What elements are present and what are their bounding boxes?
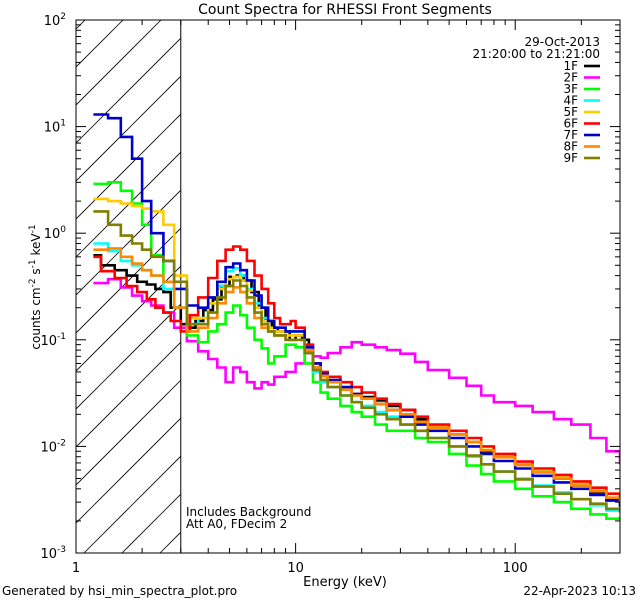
y-tick-label: 10-1	[40, 332, 66, 349]
axis-ticks: 1 10 100 102 101 100 10-1 10-2 10-3	[40, 12, 621, 576]
y-axis-label: counts cm-2 s-1 keV-1	[28, 224, 43, 349]
legend-label-1f: 1F	[563, 59, 578, 73]
legend-label-2f: 2F	[563, 71, 578, 85]
series-line-7f	[93, 113, 620, 507]
legend-label-7f: 7F	[563, 128, 578, 142]
chart-title: Count Spectra for RHESSI Front Segments	[198, 2, 492, 18]
hatch-line	[76, 20, 162, 106]
series-line-6f	[93, 245, 620, 500]
y-tick-label: 10-2	[40, 438, 66, 455]
footer-date: 22-Apr-2023 10:13	[523, 584, 636, 598]
y-tick-label: 100	[44, 225, 67, 242]
hatch-line	[76, 20, 86, 30]
series-line-9f	[93, 210, 620, 513]
annotation-background: Includes Background	[186, 505, 311, 519]
hatch-line	[76, 189, 181, 296]
plot-frame	[75, 19, 621, 554]
hatch-line	[76, 379, 181, 486]
annotation-attenuator: Att A0, FDecim 2	[186, 517, 287, 531]
background-hatched-region	[76, 0, 640, 553]
y-tick-label: 102	[44, 12, 66, 29]
series-line-8f	[93, 247, 620, 503]
y-tick-label: 10-3	[40, 545, 66, 562]
x-axis-label: Energy (keV)	[303, 575, 387, 590]
hatch-line	[76, 227, 181, 334]
hatch-line	[121, 493, 181, 553]
hatch-line	[76, 37, 181, 144]
legend-label-8f: 8F	[563, 140, 578, 154]
x-tick-label: 1	[72, 561, 80, 576]
series-line-5f	[93, 197, 620, 500]
hatch-line	[76, 417, 181, 524]
y-tick-label: 101	[44, 119, 66, 136]
date-label: 29-Oct-2013	[524, 35, 600, 49]
hatch-line	[274, 0, 640, 553]
x-tick-label: 10	[287, 561, 304, 576]
legend-label-6f: 6F	[563, 117, 578, 131]
time-range-label: 21:20:00 to 21:21:00	[473, 47, 600, 61]
hatch-line	[83, 455, 181, 553]
footer-generated-by: Generated by hsi_min_spectra_plot.pro	[2, 584, 237, 598]
legend-label-5f: 5F	[563, 105, 578, 119]
legend-label-9f: 9F	[563, 151, 578, 165]
hatch-line	[76, 75, 181, 182]
hatch-line	[236, 0, 640, 553]
hatch-line	[76, 265, 181, 372]
x-tick-label: 100	[503, 561, 528, 576]
legend-label-4f: 4F	[563, 94, 578, 108]
series-layer	[93, 113, 620, 520]
legend-label-3f: 3F	[563, 82, 578, 96]
